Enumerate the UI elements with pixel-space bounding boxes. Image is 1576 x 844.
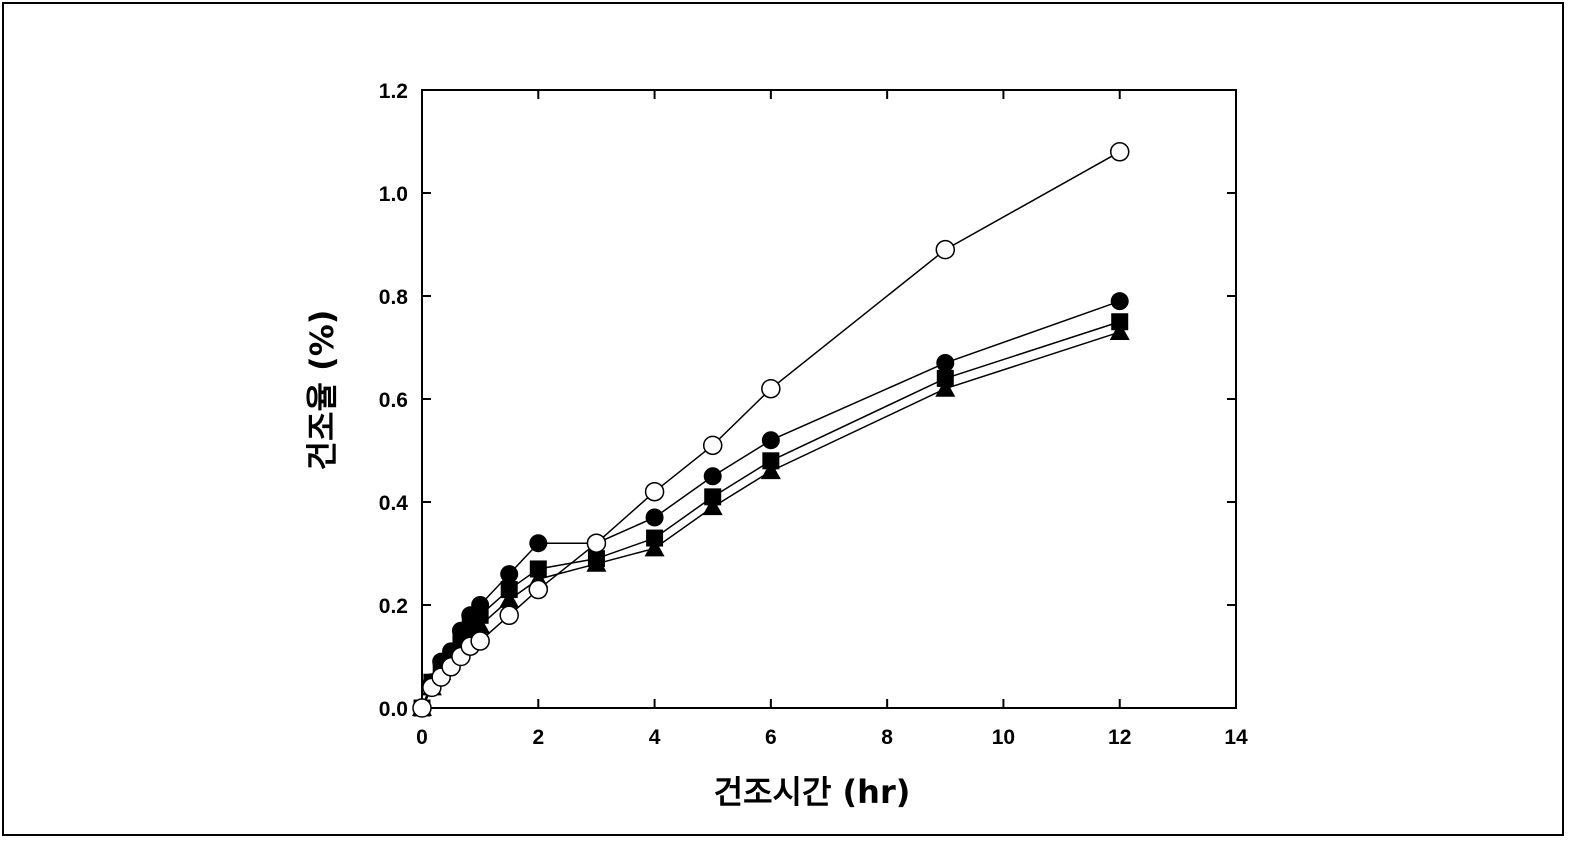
data-point-filled-triangle bbox=[499, 589, 520, 608]
data-point-open-circle bbox=[1109, 142, 1130, 162]
x-axis-title: 건조시간 (hr) bbox=[714, 773, 911, 811]
plot-area bbox=[421, 89, 1237, 709]
x-tick-label: 10 bbox=[992, 726, 1015, 749]
data-point-filled-circle bbox=[645, 508, 664, 527]
data-point-filled-triangle bbox=[760, 461, 781, 480]
data-point-filled-circle bbox=[529, 534, 548, 553]
data-point-filled-square bbox=[762, 452, 780, 470]
series-line-filled-circle bbox=[421, 300, 1120, 709]
data-point-filled-square bbox=[936, 369, 954, 387]
data-point-filled-square bbox=[587, 550, 605, 568]
data-point-filled-circle bbox=[451, 621, 470, 640]
data-point-filled-triangle bbox=[702, 497, 723, 516]
data-point-open-circle bbox=[702, 435, 723, 456]
x-tick-label: 12 bbox=[1108, 726, 1131, 749]
y-tick-label: 0.6 bbox=[379, 389, 408, 412]
data-point-filled-circle bbox=[761, 431, 780, 450]
data-point-filled-circle bbox=[500, 565, 519, 584]
y-tick-label: 0.8 bbox=[379, 286, 409, 309]
x-tick-label: 0 bbox=[416, 726, 428, 749]
data-point-filled-square bbox=[1111, 313, 1129, 331]
x-tick-label: 6 bbox=[765, 726, 777, 749]
data-point-filled-square bbox=[704, 488, 722, 506]
data-point-filled-triangle bbox=[644, 538, 665, 557]
data-point-open-circle bbox=[499, 605, 519, 626]
y-tick-label: 0.4 bbox=[379, 492, 409, 515]
data-point-filled-square bbox=[646, 529, 664, 547]
data-point-filled-circle bbox=[471, 596, 490, 614]
series-markers bbox=[412, 142, 1130, 718]
data-point-open-circle bbox=[470, 631, 490, 651]
data-point-filled-triangle bbox=[935, 378, 956, 397]
y-tick-label: 0.0 bbox=[379, 698, 408, 721]
data-point-open-circle bbox=[412, 698, 432, 718]
y-tick-label: 1.2 bbox=[379, 80, 408, 103]
data-point-filled-circle bbox=[1110, 292, 1129, 311]
y-tick-label: 1.0 bbox=[379, 183, 408, 206]
data-point-open-circle bbox=[935, 239, 956, 260]
data-point-open-circle bbox=[761, 378, 781, 399]
y-tick-label: 0.2 bbox=[379, 595, 408, 618]
series-lines bbox=[421, 151, 1121, 709]
data-point-filled-circle bbox=[703, 467, 722, 486]
data-point-open-circle bbox=[644, 481, 665, 502]
x-tick-label: 14 bbox=[1224, 726, 1248, 749]
figure-frame bbox=[2, 2, 1564, 836]
x-tick-label: 2 bbox=[532, 726, 544, 749]
data-point-filled-square bbox=[529, 560, 547, 578]
x-tick-label: 8 bbox=[881, 726, 893, 749]
data-point-open-circle bbox=[528, 579, 549, 600]
data-point-filled-triangle bbox=[1109, 322, 1130, 341]
series-line-open-circle bbox=[421, 151, 1121, 709]
x-axis-ticks: 0 2 4 6 8 10 12 14 bbox=[416, 90, 1248, 749]
y-axis-title: 건조율 (%) bbox=[303, 310, 341, 471]
data-point-filled-circle bbox=[936, 353, 955, 372]
x-tick-label: 4 bbox=[649, 726, 661, 749]
y-axis-ticks: 0.0 0.2 0.4 0.6 0.8 1.0 1.2 bbox=[379, 80, 1236, 721]
data-point-filled-square bbox=[500, 581, 518, 599]
data-point-open-circle bbox=[586, 533, 607, 553]
